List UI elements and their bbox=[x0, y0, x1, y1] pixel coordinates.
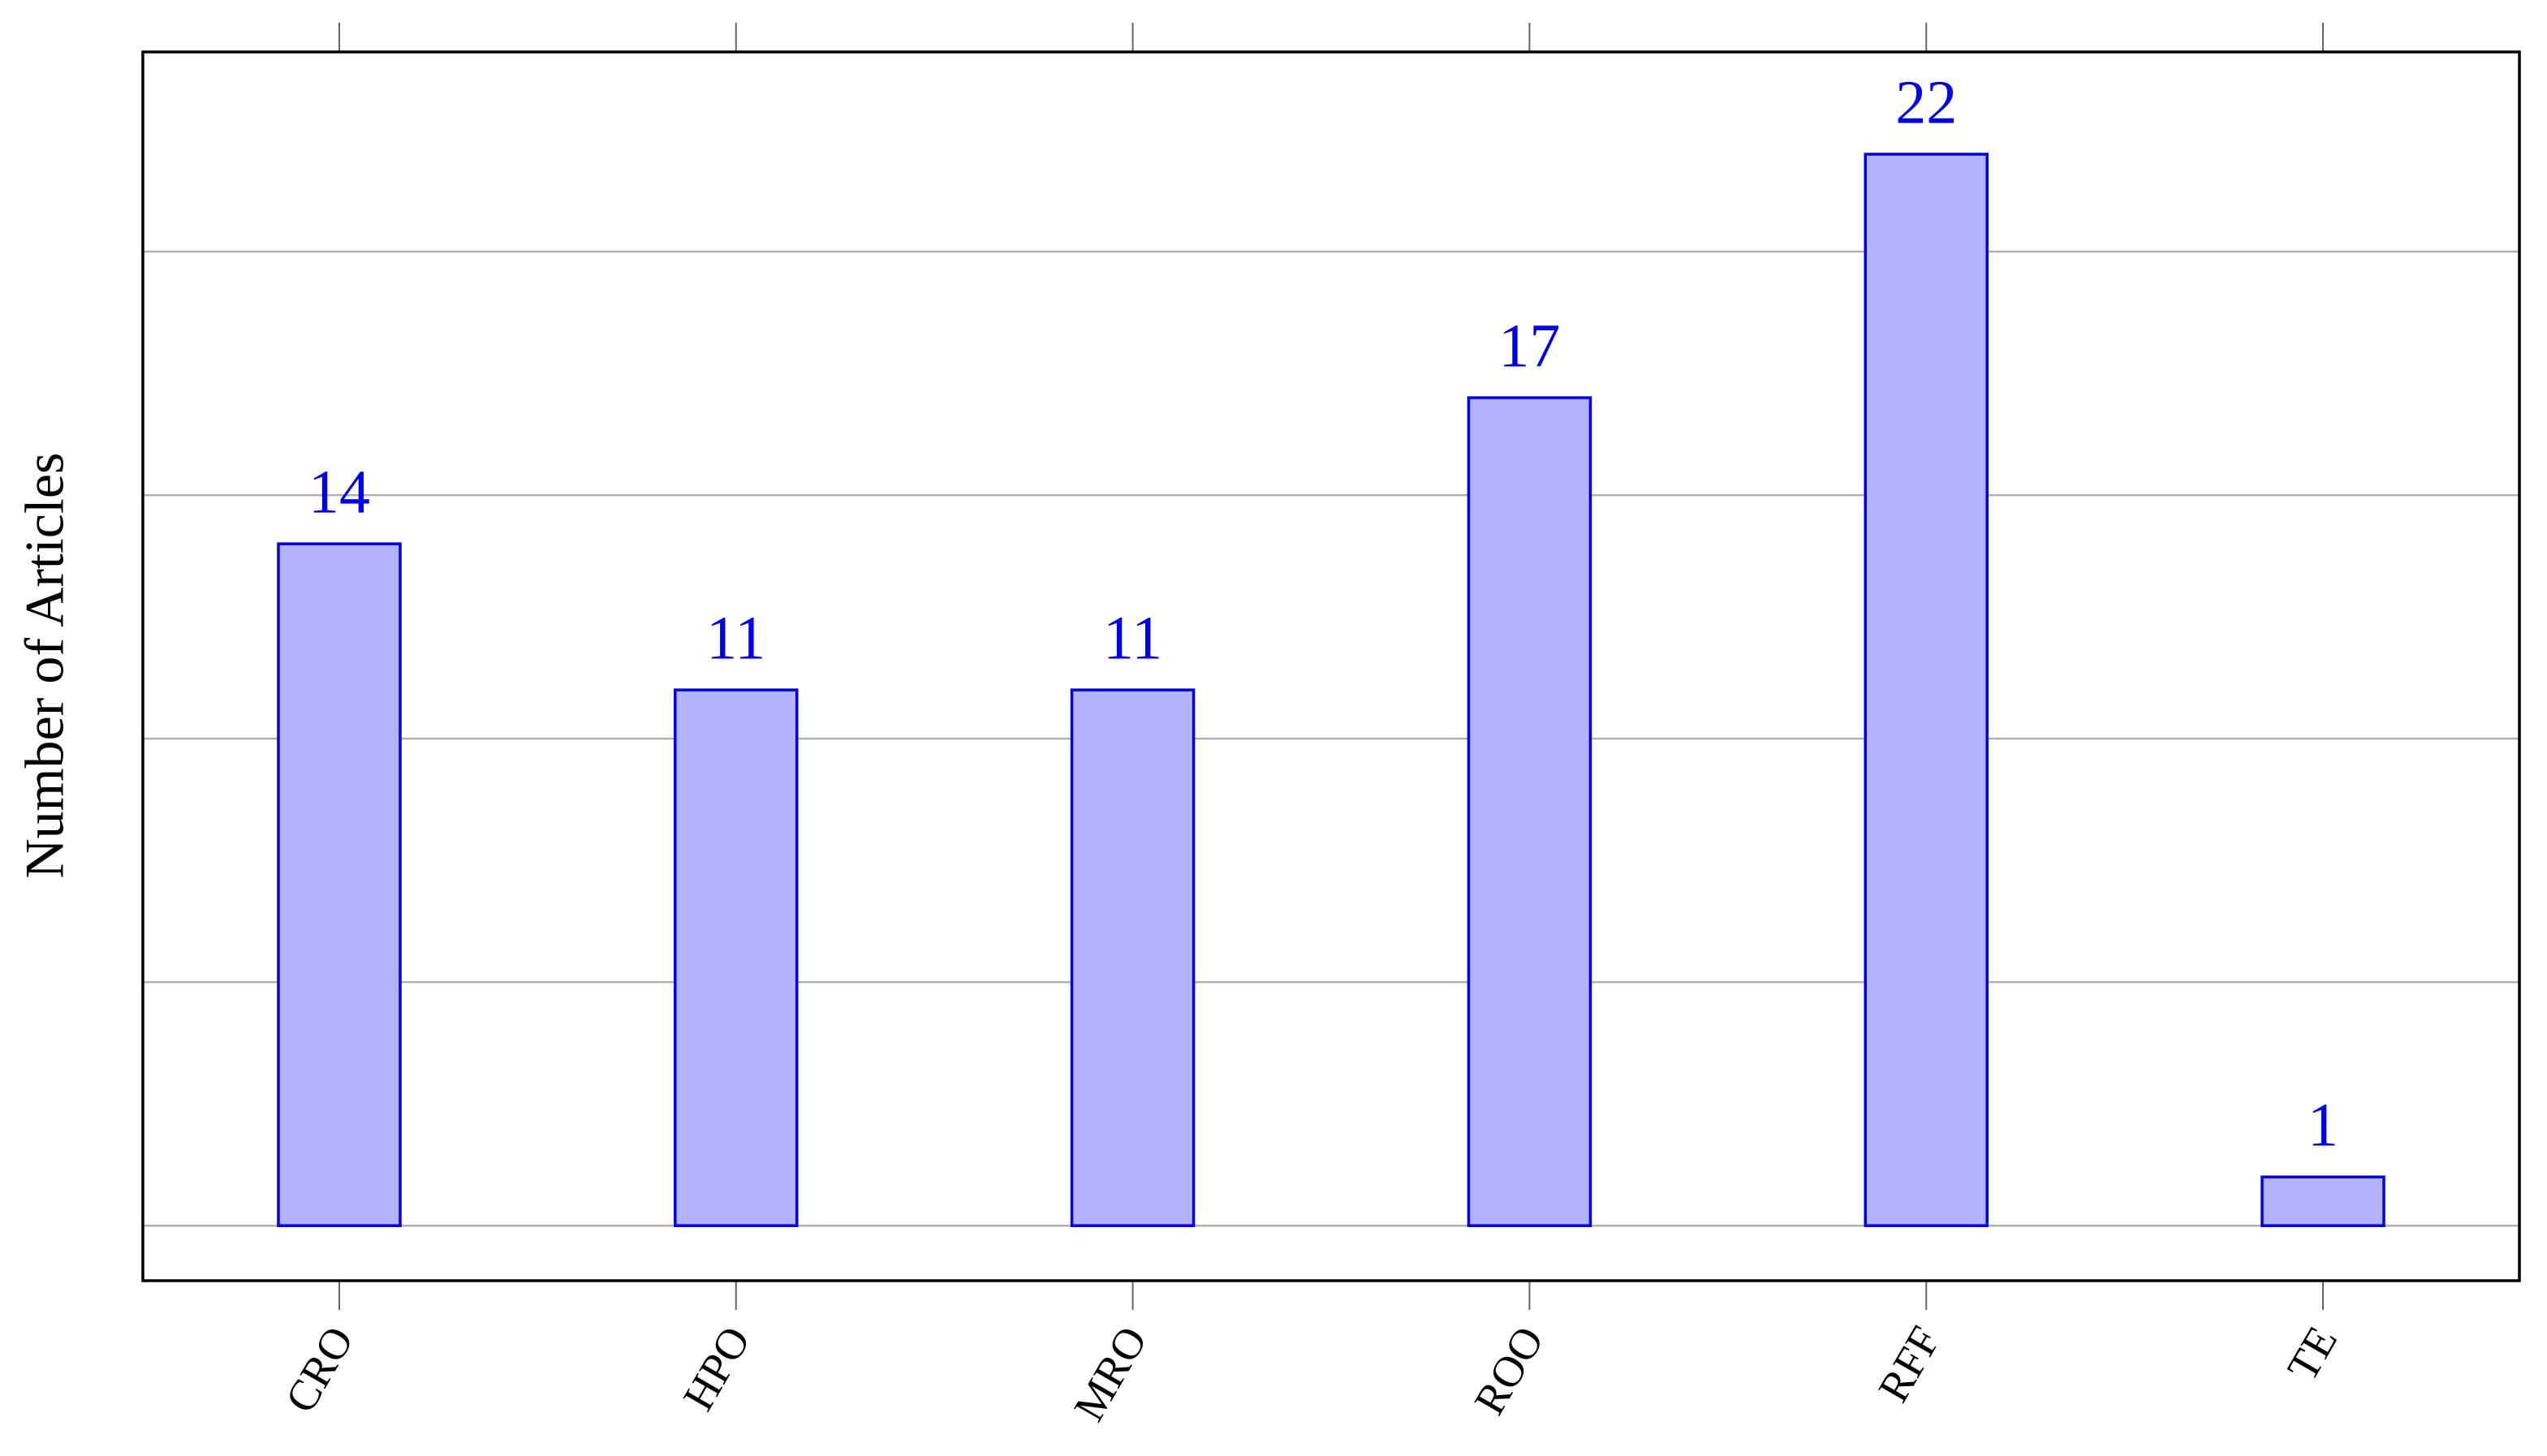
bar bbox=[1070, 688, 1196, 1227]
value-label: 11 bbox=[706, 605, 765, 673]
y-axis-label: Number of Articles bbox=[14, 453, 75, 879]
x-tick-label: MRO bbox=[1064, 1318, 1156, 1429]
bar bbox=[674, 688, 799, 1227]
plot-frame bbox=[141, 50, 2521, 1282]
bar bbox=[1864, 153, 1989, 1227]
value-label: 14 bbox=[308, 459, 370, 527]
bar bbox=[2260, 1175, 2385, 1227]
x-tick-label: TE bbox=[2278, 1318, 2347, 1389]
value-label: 17 bbox=[1498, 312, 1560, 380]
x-tick-label: ROO bbox=[1465, 1318, 1554, 1423]
bar bbox=[1467, 396, 1592, 1227]
x-tick-label: CRO bbox=[276, 1318, 363, 1420]
value-label: 11 bbox=[1103, 605, 1162, 673]
x-tick-label: HPO bbox=[674, 1318, 760, 1419]
value-label: 1 bbox=[2308, 1092, 2338, 1160]
value-label: 22 bbox=[1895, 68, 1957, 136]
bar bbox=[277, 542, 402, 1227]
x-tick-label: RFF bbox=[1868, 1318, 1950, 1410]
